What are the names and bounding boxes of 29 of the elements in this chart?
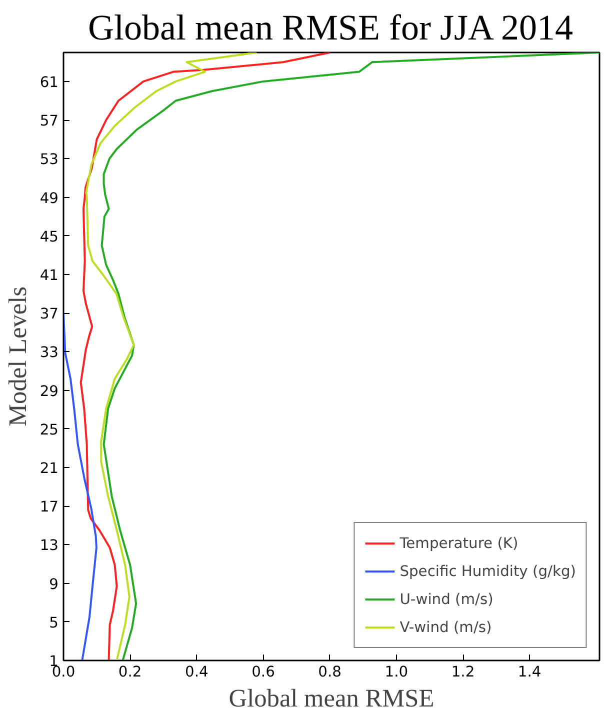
y-tick-label: 9 [49, 576, 59, 593]
legend-label: Temperature (K) [400, 534, 518, 552]
x-tick-label: 0.6 [252, 664, 275, 680]
y-tick-label: 41 [40, 266, 59, 284]
y-tick-label: 33 [40, 344, 59, 362]
x-tick-label: 1.2 [451, 664, 475, 680]
y-tick-label: 49 [40, 190, 59, 207]
x-tick-label: 1.4 [518, 664, 542, 680]
y-tick-label: 21 [40, 460, 59, 477]
x-axis-title: Global mean RMSE [228, 684, 434, 712]
legend-label: Specific Humidity (g/kg) [400, 562, 576, 580]
legend-label: V-wind (m/s) [400, 618, 492, 636]
y-tick-label: 57 [40, 112, 59, 130]
legend-label: U-wind (m/s) [400, 590, 494, 608]
y-tick-label: 29 [40, 382, 59, 400]
y-tick-label: 25 [40, 421, 59, 438]
x-tick-label: 1.0 [384, 664, 408, 680]
y-tick-label: 5 [49, 614, 59, 632]
y-tick-label: 53 [40, 151, 59, 168]
x-tick-label: 0.2 [118, 664, 142, 680]
x-tick-label: 0.8 [318, 664, 342, 680]
y-axis-title: Model Levels [4, 286, 32, 426]
y-tick-label: 17 [40, 498, 59, 516]
y-tick-label: 61 [40, 74, 59, 91]
y-tick-label: 13 [40, 537, 59, 554]
y-tick-label: 37 [40, 306, 59, 323]
chart-title: Global mean RMSE for JJA 2014 [88, 8, 573, 48]
x-tick-label: 0.4 [185, 664, 208, 680]
y-tick-label: 45 [40, 228, 59, 246]
